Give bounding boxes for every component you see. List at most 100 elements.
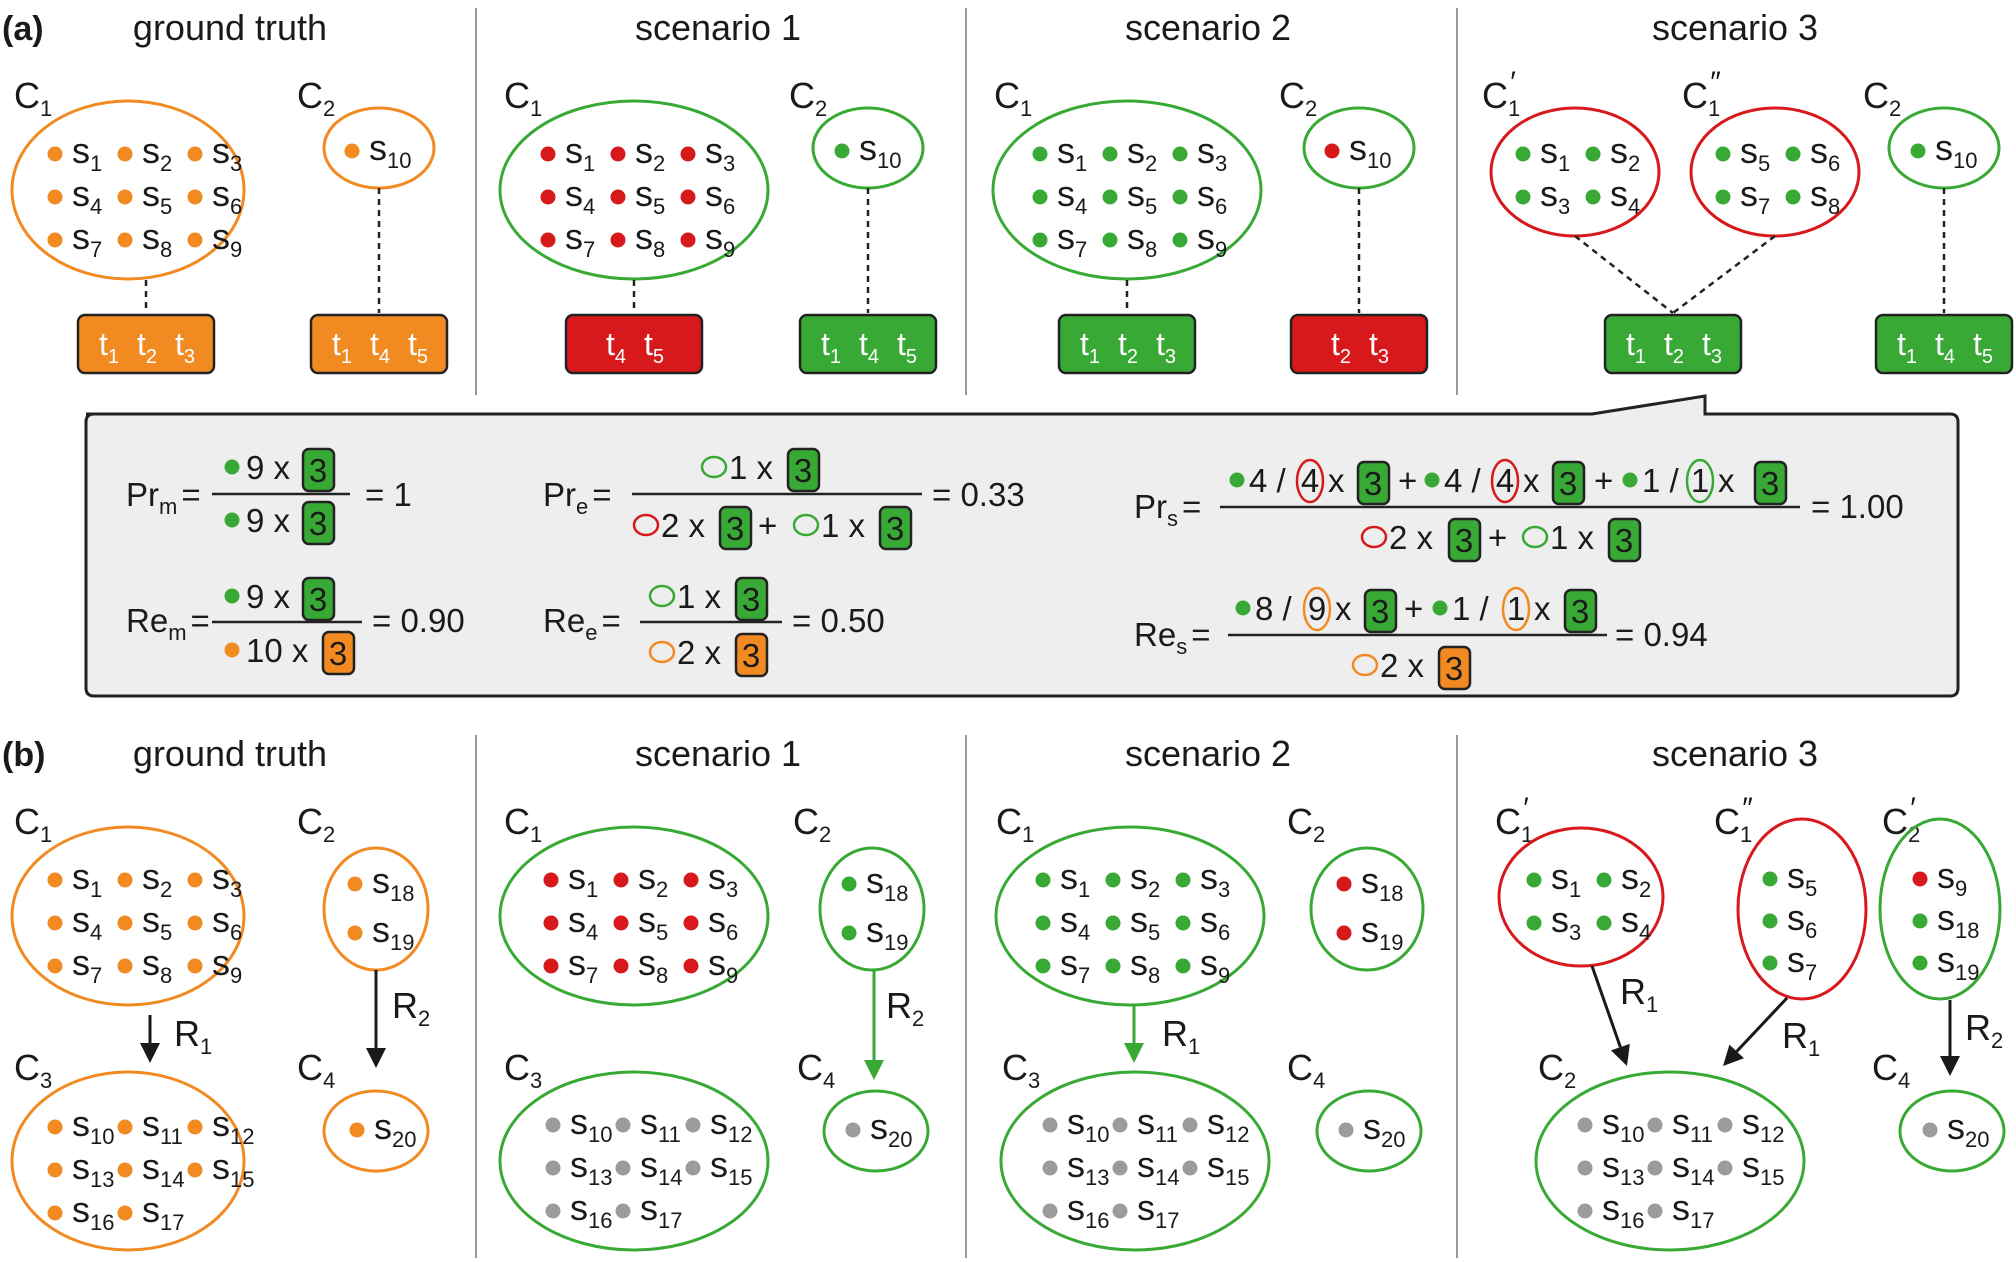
cluster-label-c3-subscript: 3 xyxy=(40,1068,52,1093)
sample-dot xyxy=(545,1117,561,1133)
metric-name: Re xyxy=(126,602,168,639)
relation-label-r1-subscript: 1 xyxy=(1188,1034,1200,1059)
token-box: t1 t2 t3 xyxy=(1057,313,1197,375)
cluster-label-c2: C2 xyxy=(297,801,335,847)
sample-index: 11 xyxy=(160,1124,183,1149)
sample-dot xyxy=(1762,871,1778,887)
sample-letter: s xyxy=(1057,173,1075,214)
token-label: t5 xyxy=(897,326,917,368)
token-label: t1 xyxy=(821,326,841,368)
times-sign: x xyxy=(1534,590,1551,627)
sample-label-s2: s2 xyxy=(1127,130,1157,176)
sample-index: 12 xyxy=(1225,1122,1249,1147)
numerator-count: 9 x xyxy=(246,578,291,615)
cluster-ellipse xyxy=(1736,817,1868,1001)
token-letter: t xyxy=(1897,326,1906,362)
cluster-ellipse xyxy=(1497,826,1665,968)
sample-index: 5 xyxy=(1148,920,1160,945)
sample-letter: s xyxy=(1672,1144,1690,1185)
cluster-label-c3-letter: C xyxy=(504,1047,530,1088)
metric-subscript: m xyxy=(159,494,177,519)
token-letter: t xyxy=(175,326,184,362)
sample-dot xyxy=(615,1117,631,1133)
token-label: t3 xyxy=(175,326,195,368)
sample-letter: s xyxy=(1540,173,1558,214)
sample-label-s6: s6 xyxy=(212,173,242,219)
cluster-label-c1p-letter: C xyxy=(1495,801,1521,842)
cluster-label-c1pp-prime: ″ xyxy=(1710,66,1721,99)
token-count-box xyxy=(1551,460,1586,506)
cluster-label-c2-letter: C xyxy=(1863,75,1889,116)
sample-label-s4: s4 xyxy=(72,899,102,945)
token-label: t4 xyxy=(859,326,879,368)
times-sign: x xyxy=(1523,462,1540,499)
relation-label-r2: R2 xyxy=(886,985,924,1031)
sample-label-s6: s6 xyxy=(1787,897,1817,943)
cluster-ellipse xyxy=(991,99,1263,281)
plus-sign: + xyxy=(758,507,777,544)
sample-dot xyxy=(117,1119,133,1135)
metric-label-re_m: Rem = xyxy=(126,602,210,645)
token-count: 3 xyxy=(742,637,760,674)
metric-label-pr_m: Prm = xyxy=(126,476,201,519)
token-count-box xyxy=(878,505,913,551)
sample-dot xyxy=(1172,232,1188,248)
sample-index: 1 xyxy=(1558,151,1570,176)
sample-label-s17: s17 xyxy=(1672,1187,1714,1233)
cluster-label-c3-letter: C xyxy=(14,1047,40,1088)
relation-label-r1: R1 xyxy=(1162,1013,1200,1059)
cluster-ellipse xyxy=(818,846,926,972)
sample-letter: s xyxy=(1361,860,1379,901)
sample-letter: s xyxy=(568,856,586,897)
token-label: t5 xyxy=(644,326,664,368)
token-label: t2 xyxy=(1664,326,1684,368)
token-box-rect xyxy=(76,313,216,375)
sample-letter: s xyxy=(635,216,653,257)
sample-letter: s xyxy=(708,942,726,983)
token-letter: t xyxy=(408,326,417,362)
sample-label-s6: s6 xyxy=(212,899,242,945)
sample-letter: s xyxy=(372,909,390,950)
sample-index: 18 xyxy=(884,881,908,906)
token-count: 3 xyxy=(1559,465,1577,502)
metric-name: Re xyxy=(543,602,585,639)
token-label: t2 xyxy=(137,326,157,368)
sample-label-s5: s5 xyxy=(142,173,172,219)
sample-letter: s xyxy=(1197,130,1215,171)
cluster-label-c2: C2 xyxy=(297,75,335,121)
cluster-label-c1-letter: C xyxy=(14,75,40,116)
sample-index: 4 xyxy=(586,920,598,945)
sample-index: 8 xyxy=(1828,194,1840,219)
sample-dot xyxy=(1032,189,1048,205)
cluster-label-c3-subscript: 3 xyxy=(1028,1068,1040,1093)
cluster-label-c2: C2 xyxy=(789,75,827,121)
sample-dot xyxy=(1785,189,1801,205)
denominator-count: 9 x xyxy=(246,502,291,539)
cluster-label-c1pp-subscript: 1 xyxy=(1740,822,1752,847)
sample-dot xyxy=(347,876,363,892)
cluster-label-c1pp-subscript: 1 xyxy=(1708,96,1720,121)
token-index: 1 xyxy=(108,346,119,368)
sample-label-s20: s20 xyxy=(1363,1106,1405,1152)
token-count: 3 xyxy=(309,505,327,542)
token-letter: t xyxy=(821,326,830,362)
cluster-label-c4: C4 xyxy=(1287,1047,1325,1093)
sample-index: 5 xyxy=(1805,876,1817,901)
cluster-ellipse xyxy=(498,825,770,1007)
sample-letter: s xyxy=(1742,1144,1760,1185)
sample-dot xyxy=(613,958,629,974)
token-letter: t xyxy=(606,326,615,362)
sample-letter: s xyxy=(72,173,90,214)
token-index: 1 xyxy=(341,346,352,368)
sample-letter: s xyxy=(705,173,723,214)
cluster-size-ring xyxy=(1295,458,1325,504)
sample-dot xyxy=(117,232,133,248)
token-label: t2 xyxy=(1331,326,1351,368)
sample-letter: s xyxy=(1060,899,1078,940)
cluster-label-c2p-prime: ′ xyxy=(1910,792,1916,825)
sample-letter: s xyxy=(1057,130,1075,171)
sample-index: 17 xyxy=(1155,1208,1179,1233)
sample-dot xyxy=(1235,600,1251,616)
sample-dot xyxy=(224,642,240,658)
cluster-size: 1 xyxy=(1507,590,1525,627)
